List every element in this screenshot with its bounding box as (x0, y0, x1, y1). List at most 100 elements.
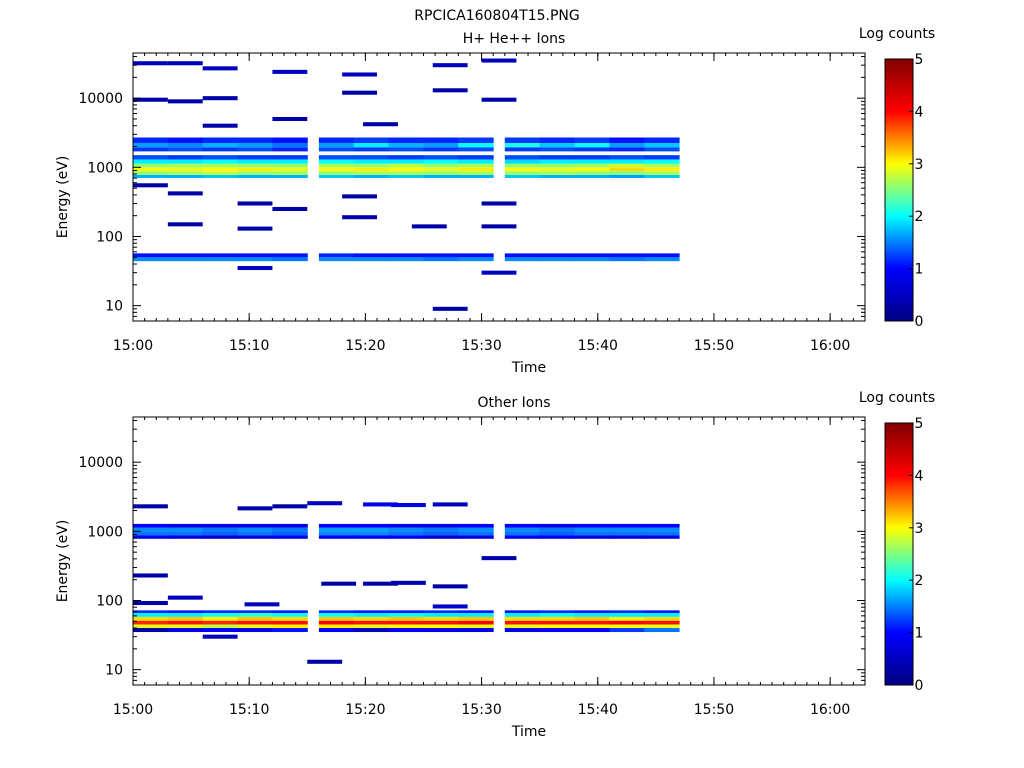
heatmap-cell (167, 535, 204, 539)
heatmap-cell (644, 612, 680, 617)
heatmap-cell (202, 257, 239, 262)
heatmap-cell (504, 142, 541, 148)
heatmap-cell (644, 167, 680, 172)
y-tick-label: 10 (105, 299, 123, 315)
heatmap-cell (539, 253, 576, 258)
heatmap-cell (388, 174, 424, 179)
heatmap-cell (272, 527, 308, 532)
heatmap-cell (272, 137, 308, 143)
x-tick-label: 16:00 (810, 702, 850, 718)
heatmap-cell (272, 620, 308, 625)
heatmap-cell (644, 620, 680, 625)
heatmap-cell (481, 270, 517, 275)
heatmap-cell (411, 224, 447, 229)
heatmap-cell (574, 167, 610, 172)
heatmap-cell (388, 253, 424, 258)
heatmap-cell (609, 142, 645, 148)
heatmap-cell (318, 147, 355, 152)
plot-frame (132, 52, 866, 322)
heatmap-cell (423, 610, 459, 613)
heatmap-cell (353, 142, 390, 148)
heatmap-cell (133, 174, 169, 179)
heatmap-cell (388, 147, 424, 152)
heatmap-cell (318, 155, 355, 160)
heatmap-cell (432, 604, 468, 609)
heatmap-cell (318, 142, 355, 148)
heatmap-cell (318, 171, 355, 175)
heatmap-cell (388, 257, 424, 262)
heatmap-cell (167, 174, 204, 179)
heatmap-cell (481, 556, 517, 561)
heatmap-cell (133, 137, 169, 143)
heatmap-cell (423, 257, 459, 262)
heatmap-cell (539, 257, 576, 262)
heatmap-cell (133, 527, 169, 532)
heatmap-cell (202, 612, 239, 617)
heatmap-cell (458, 628, 494, 633)
heatmap-cell (202, 620, 239, 625)
heatmap-cell (318, 523, 355, 528)
heatmap-cell (609, 167, 645, 172)
heatmap-cell (539, 159, 576, 164)
heatmap-cell (458, 612, 494, 617)
heatmap-cell (342, 194, 377, 199)
heatmap-cell (504, 628, 541, 633)
heatmap-cell (244, 602, 280, 607)
heatmap-cell (574, 531, 610, 536)
heatmap-cell (237, 535, 273, 539)
heatmap-cell (353, 171, 390, 175)
heatmap-cell (133, 624, 169, 629)
heatmap-cell (237, 171, 273, 175)
heatmap-cell (167, 628, 204, 633)
heatmap-cell (318, 167, 355, 172)
colorbar-tick-label: 3 (915, 157, 924, 173)
heatmap-cell (272, 535, 308, 539)
heatmap-cell (353, 163, 390, 168)
heatmap-cell (133, 504, 168, 509)
heatmap-cell (539, 535, 576, 539)
heatmap-cell (167, 147, 204, 152)
heatmap-cell (504, 527, 541, 532)
heatmap-cell (202, 142, 239, 148)
heatmap-cell (318, 163, 355, 168)
heatmap-cell (353, 616, 390, 621)
heatmap-cell (133, 523, 169, 528)
heatmap-cell (644, 174, 680, 179)
heatmap-cell (353, 147, 390, 152)
heatmap-cell (272, 612, 308, 617)
x-tick-label: 15:10 (229, 702, 269, 718)
heatmap-cell (133, 253, 169, 258)
heatmap-cell (458, 523, 494, 528)
heatmap-cell (609, 616, 645, 621)
heatmap-cell (388, 155, 424, 160)
heatmap-cell (504, 137, 541, 143)
heatmap-cell (574, 253, 610, 258)
heatmap-cell (458, 624, 494, 629)
heatmap-cell (504, 147, 541, 152)
heatmap-cell (353, 535, 390, 539)
heatmap-cell (202, 174, 239, 179)
heatmap-cell (574, 171, 610, 175)
heatmap-cell (272, 206, 308, 212)
heatmap-cell (237, 610, 273, 613)
heatmap-cell (423, 174, 459, 179)
heatmap-cell (609, 171, 645, 175)
heatmap-cell (481, 97, 517, 102)
heatmap-cell (423, 616, 459, 621)
heatmap-cell (539, 612, 576, 617)
y-axis-label: Energy (eV) (55, 520, 71, 603)
heatmap-cell (458, 163, 494, 168)
heatmap-cell (202, 527, 239, 532)
colorbar-tick-label: 5 (915, 416, 924, 432)
heatmap-cell (609, 155, 645, 160)
heatmap-cell (539, 163, 576, 168)
heatmap-cell (342, 72, 377, 77)
heatmap-cell (644, 628, 680, 633)
colorbar-label: Log counts (859, 390, 935, 406)
heatmap-cell (272, 116, 308, 122)
heatmap-cell (504, 171, 541, 175)
heatmap-cell (133, 147, 169, 152)
heatmap-cell (504, 523, 541, 528)
heatmap-cell (539, 142, 576, 148)
y-tick-label: 10 (105, 663, 123, 679)
